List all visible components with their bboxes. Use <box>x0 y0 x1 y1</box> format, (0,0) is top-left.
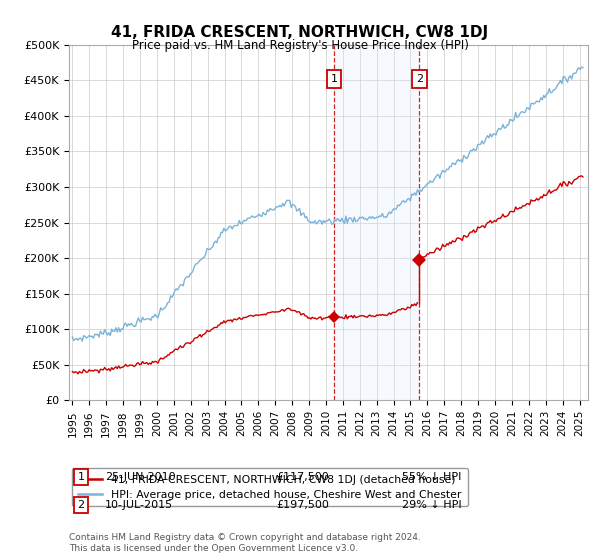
Legend: 41, FRIDA CRESCENT, NORTHWICH, CW8 1DJ (detached house), HPI: Average price, det: 41, FRIDA CRESCENT, NORTHWICH, CW8 1DJ (… <box>72 468 467 506</box>
Text: £117,500: £117,500 <box>276 472 329 482</box>
Text: 2: 2 <box>416 74 423 84</box>
Text: 25-JUN-2010: 25-JUN-2010 <box>105 472 176 482</box>
Text: £197,500: £197,500 <box>276 500 329 510</box>
Text: 1: 1 <box>77 472 85 482</box>
Text: 1: 1 <box>331 74 338 84</box>
Text: 29% ↓ HPI: 29% ↓ HPI <box>402 500 461 510</box>
Text: 10-JUL-2015: 10-JUL-2015 <box>105 500 173 510</box>
Text: 2: 2 <box>77 500 85 510</box>
Text: Price paid vs. HM Land Registry's House Price Index (HPI): Price paid vs. HM Land Registry's House … <box>131 39 469 52</box>
Text: 41, FRIDA CRESCENT, NORTHWICH, CW8 1DJ: 41, FRIDA CRESCENT, NORTHWICH, CW8 1DJ <box>112 25 488 40</box>
Text: Contains HM Land Registry data © Crown copyright and database right 2024.
This d: Contains HM Land Registry data © Crown c… <box>69 533 421 553</box>
Text: 55% ↓ HPI: 55% ↓ HPI <box>402 472 461 482</box>
Bar <box>334 45 419 400</box>
